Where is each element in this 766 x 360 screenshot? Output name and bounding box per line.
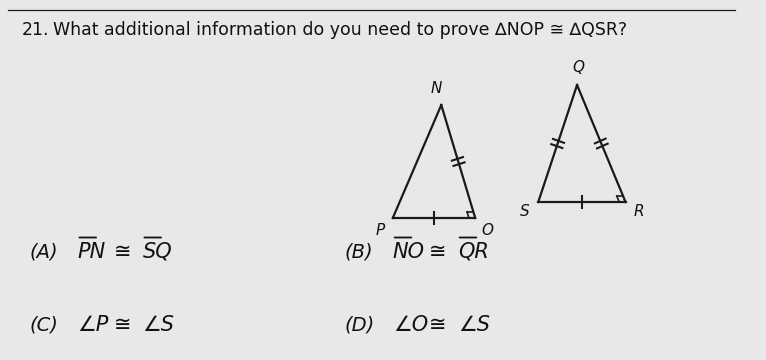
Text: ≅: ≅ bbox=[429, 242, 446, 262]
Text: PN: PN bbox=[77, 242, 106, 262]
Text: (A): (A) bbox=[29, 243, 57, 261]
Text: ∠S: ∠S bbox=[458, 315, 489, 335]
Text: NO: NO bbox=[393, 242, 425, 262]
Text: S: S bbox=[520, 204, 529, 219]
Text: (C): (C) bbox=[29, 315, 58, 334]
Text: ∠O: ∠O bbox=[393, 315, 428, 335]
Text: N: N bbox=[430, 81, 442, 96]
Text: ≅: ≅ bbox=[113, 242, 131, 262]
Text: 21.: 21. bbox=[21, 21, 49, 39]
Text: P: P bbox=[375, 223, 385, 238]
Text: ∠S: ∠S bbox=[142, 315, 175, 335]
Text: QR: QR bbox=[458, 242, 489, 262]
Text: ∠P: ∠P bbox=[77, 315, 109, 335]
Text: SQ: SQ bbox=[142, 242, 172, 262]
Text: O: O bbox=[482, 223, 494, 238]
Text: ≅: ≅ bbox=[429, 315, 446, 335]
Text: R: R bbox=[633, 204, 644, 219]
Text: ≅: ≅ bbox=[113, 315, 131, 335]
Text: Q: Q bbox=[572, 60, 584, 75]
Text: What additional information do you need to prove ∆NOP ≅ ∆QSR?: What additional information do you need … bbox=[54, 21, 627, 39]
Text: (B): (B) bbox=[344, 243, 373, 261]
Text: (D): (D) bbox=[344, 315, 375, 334]
